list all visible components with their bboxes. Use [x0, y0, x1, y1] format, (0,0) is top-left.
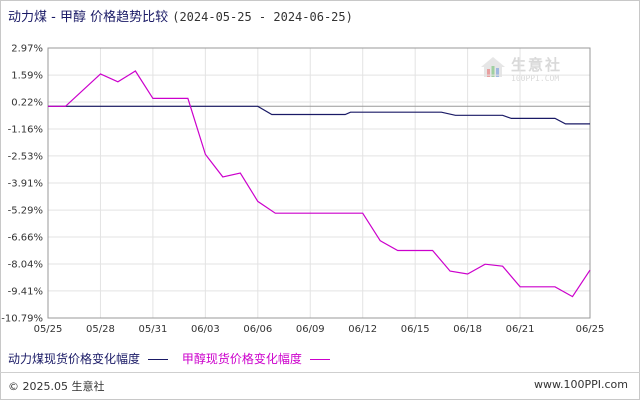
footer-divider [0, 372, 640, 373]
legend-swatch-coal [148, 359, 169, 360]
tick-labels: 2.97% 1.59% 0.22% -1.16% -2.53% -3.91% -5.29% -… [1, 44, 604, 336]
y-tick-label: -10.79% [1, 314, 43, 325]
watermark-name: 生意社 [511, 56, 563, 74]
x-tick-label: 05/25 [34, 324, 63, 335]
series [48, 70, 591, 298]
house-logo-icon [481, 57, 505, 77]
y-tick-label: 0.22% [11, 97, 43, 108]
y-tick-label: -3.91% [8, 179, 43, 190]
chart-title: 动力煤 - 甲醇 价格趋势比较 (2024-05-25 - 2024-06-25… [8, 6, 353, 25]
x-tick-label: 06/12 [348, 324, 377, 335]
title-main: 动力煤 - 甲醇 价格趋势比较 [8, 10, 169, 25]
watermark: 生意社 100PPI.COM [478, 52, 578, 92]
x-tick-label: 05/28 [86, 324, 115, 335]
legend: 动力煤现货价格变化幅度 甲醇现货价格变化幅度 [8, 350, 340, 367]
y-tick-label: -9.41% [8, 286, 43, 297]
x-tick-label: 06/18 [453, 324, 482, 335]
x-tick-label: 05/31 [138, 324, 167, 335]
y-tick-label: 2.97% [11, 44, 43, 55]
y-tick-label: -5.29% [8, 206, 43, 217]
x-tick-label: 06/15 [401, 324, 430, 335]
x-tick-label: 06/25 [576, 324, 605, 335]
footer-site-link[interactable]: www.100PPI.com [534, 378, 628, 391]
y-tick-label: -2.53% [8, 151, 43, 162]
series-line-coal [48, 105, 590, 125]
legend-swatch-methanol [309, 359, 330, 360]
legend-label-coal: 动力煤现货价格变化幅度 [8, 352, 141, 366]
grid [47, 47, 591, 319]
legend-item-coal: 动力煤现货价格变化幅度 [8, 350, 169, 367]
title-date-range: (2024-05-25 - 2024-06-25) [172, 10, 353, 24]
x-tick-label: 06/09 [296, 324, 325, 335]
legend-item-methanol: 甲醇现货价格变化幅度 [182, 350, 330, 367]
x-tick-label: 06/06 [243, 324, 272, 335]
y-tick-label: 1.59% [11, 71, 43, 82]
y-tick-label: -8.04% [8, 260, 43, 271]
y-tick-label: -1.16% [8, 125, 43, 136]
x-tick-label: 06/21 [506, 324, 535, 335]
legend-label-methanol: 甲醇现货价格变化幅度 [181, 352, 302, 366]
series-line-methanol [48, 70, 591, 298]
plot-border [47, 47, 591, 319]
y-tick-label: -6.66% [8, 232, 43, 243]
footer-copyright: © 2025.05 生意社 [8, 380, 105, 393]
watermark-url: 100PPI.COM [511, 74, 560, 83]
x-tick-label: 06/03 [191, 324, 220, 335]
